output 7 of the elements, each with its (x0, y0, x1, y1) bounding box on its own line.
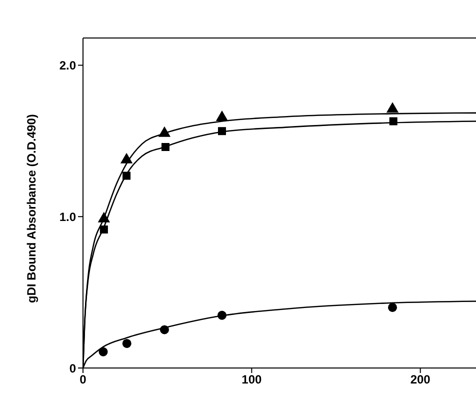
y-tick-label: 0 (69, 361, 76, 376)
y-tick-label: 1.0 (59, 210, 76, 224)
x-tick-label: 200 (410, 372, 431, 387)
x-tick-label: 0 (80, 372, 87, 387)
x-tick-label: 100 (242, 372, 262, 387)
y-axis-title: gDI Bound Absorbance (O.D.490) (24, 114, 38, 303)
y-tick-label: 2.0 (59, 58, 76, 73)
